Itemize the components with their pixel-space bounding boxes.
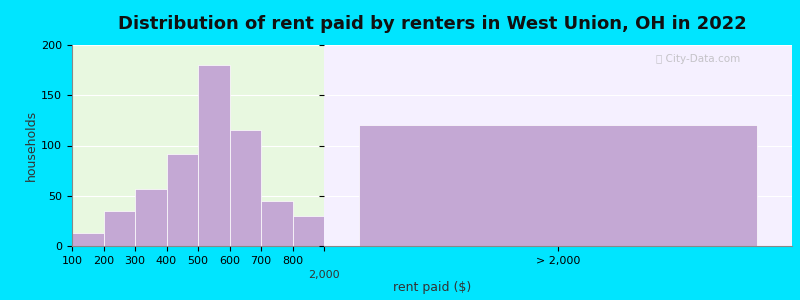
Bar: [72, 233, 103, 246]
Bar: [359, 125, 757, 246]
Y-axis label: households: households: [26, 110, 38, 181]
Text: Distribution of rent paid by renters in West Union, OH in 2022: Distribution of rent paid by renters in …: [118, 15, 746, 33]
Bar: [198, 65, 230, 246]
Text: 2,000: 2,000: [308, 270, 340, 280]
Bar: [135, 189, 166, 246]
Bar: [166, 154, 198, 246]
Text: ⓘ City-Data.com: ⓘ City-Data.com: [656, 54, 740, 64]
Bar: [230, 130, 261, 246]
Text: rent paid ($): rent paid ($): [393, 281, 471, 294]
Bar: [261, 201, 293, 246]
Bar: [293, 216, 324, 246]
Bar: [103, 211, 135, 246]
